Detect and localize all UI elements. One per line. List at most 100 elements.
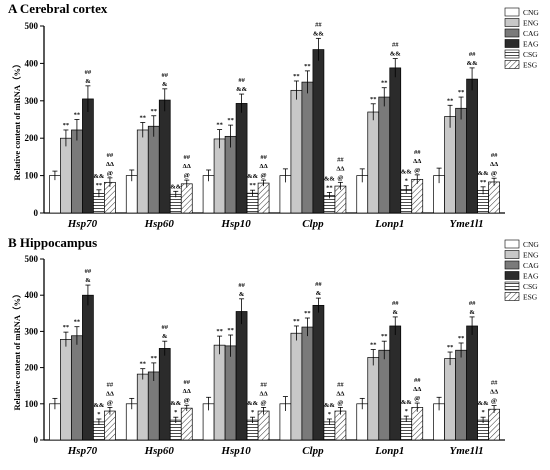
panel-b-bar-esg-hsp60 bbox=[180, 407, 193, 441]
panel-b-significance-mark: ## bbox=[392, 300, 399, 307]
panel-a-bar-eag-lonp1 bbox=[389, 67, 402, 214]
panel-a-bar-cag-hsp60 bbox=[147, 125, 160, 214]
panel-b-significance-mark: ** bbox=[381, 333, 388, 340]
panel-b-bar-eag-hsp70 bbox=[82, 294, 94, 441]
panel-b-category-label: Hsp70 bbox=[67, 445, 98, 457]
panel-a-significance-mark: ** bbox=[326, 184, 333, 191]
panel-a-significance-mark: @ bbox=[414, 167, 420, 174]
panel-a-bar-cag-lonp1 bbox=[378, 96, 391, 214]
panel-a-significance-mark: ## bbox=[184, 154, 191, 161]
panel-b-legend-label-cag: CAG bbox=[523, 261, 539, 270]
panel-b-y-tick-label: 100 bbox=[25, 399, 39, 409]
panel-b-significance-mark: && bbox=[93, 402, 104, 409]
panel-a-y-tick-label: 200 bbox=[25, 133, 39, 143]
panel-a-bar-eng-lonp1 bbox=[367, 111, 380, 214]
panel-a-significance-mark: @ bbox=[184, 172, 190, 179]
panel-b-significance-mark: ** bbox=[227, 327, 234, 334]
panel-b-significance-mark: ## bbox=[162, 324, 169, 331]
panel-b-legend-label-esg: ESG bbox=[523, 293, 538, 302]
panel-a-significance-mark: ** bbox=[458, 89, 465, 96]
panel-b-bar-eag-hsp10 bbox=[235, 311, 248, 441]
panel-a-significance-mark: ΔΔ bbox=[106, 161, 114, 168]
panel-a-bar-eag-yme1l1 bbox=[466, 78, 478, 214]
panel-a-significance-mark: & bbox=[85, 78, 91, 85]
panel-a-category-label: Lonp1 bbox=[374, 218, 404, 230]
panel-b-bar-eng-hsp60 bbox=[136, 373, 149, 441]
panel-b-significance-mark: ΔΔ bbox=[260, 390, 268, 397]
panel-b-significance-mark: && bbox=[247, 400, 258, 407]
panel-b-significance-mark: && bbox=[324, 402, 335, 409]
panel-b-category-label: Hsp10 bbox=[220, 445, 251, 457]
panel-a-legend-label-csg: CSG bbox=[523, 50, 538, 59]
panel-b-significance-mark: ** bbox=[458, 335, 465, 342]
panel-a-bar-cag-clpp bbox=[301, 81, 314, 214]
panel-b-significance-mark: ** bbox=[370, 342, 377, 349]
panel-a-significance-mark: ** bbox=[96, 182, 103, 189]
panel-a-bar-cag-hsp70 bbox=[71, 129, 83, 214]
panel-a-significance-mark: ** bbox=[140, 114, 147, 121]
panel-b-category-label: Clpp bbox=[302, 445, 324, 457]
panel-b-significance-mark: ** bbox=[63, 324, 70, 331]
panel-b-legend-label-eag: EAG bbox=[523, 272, 539, 281]
panel-b-category-label: Yme1l1 bbox=[449, 445, 483, 457]
panel-b-significance-mark: & bbox=[469, 309, 475, 316]
panel-a: A Cerebral cortex Relative content of mR… bbox=[8, 1, 539, 230]
panel-a-significance-mark: ** bbox=[447, 97, 454, 104]
panel-b-y-tick-label: 400 bbox=[25, 290, 39, 300]
panel-b-legend-label-cng: CNG bbox=[523, 240, 539, 249]
panel-a-significance-mark: ** bbox=[249, 182, 256, 189]
panel-a-significance-mark: ## bbox=[238, 77, 245, 84]
panel-b-significance-mark: ## bbox=[260, 381, 267, 388]
panel-a-bar-esg-hsp10 bbox=[257, 182, 270, 214]
panel-b-significance-mark: ** bbox=[140, 361, 147, 368]
panel-b-bar-cag-yme1l1 bbox=[455, 349, 467, 441]
panel-b-significance-mark: @ bbox=[491, 398, 497, 405]
panel-a-legend-swatch-csg bbox=[504, 49, 520, 59]
panel-a-legend-swatch-cng bbox=[504, 7, 520, 17]
panel-b-significance-mark: ΔΔ bbox=[106, 390, 114, 397]
panel-b-significance-mark: ΔΔ bbox=[336, 390, 344, 397]
panel-b-significance-mark: @ bbox=[261, 399, 267, 406]
panel-a-bar-eng-hsp60 bbox=[136, 129, 149, 214]
panel-a-significance-mark: ** bbox=[151, 108, 158, 115]
panel-b-category-label: Lonp1 bbox=[374, 445, 404, 457]
panel-b-bar-eng-hsp10 bbox=[213, 344, 226, 441]
panel-a-category-label: Hsp10 bbox=[220, 218, 251, 230]
panel-b-significance-mark: ** bbox=[74, 319, 81, 326]
panel-b-significance-mark: ## bbox=[414, 377, 421, 384]
panel-a-category-label: Yme1l1 bbox=[449, 218, 483, 230]
panel-a-bar-eag-hsp70 bbox=[82, 98, 94, 214]
panel-b-legend-label-eng: ENG bbox=[523, 251, 539, 260]
panel-b-bar-eng-yme1l1 bbox=[444, 358, 456, 441]
panel-b-bar-eag-clpp bbox=[312, 304, 325, 441]
panel-b-significance-mark: @ bbox=[414, 395, 420, 402]
panel-b-bar-eag-hsp60 bbox=[158, 348, 171, 441]
panel-b-significance-mark: @ bbox=[107, 399, 113, 406]
panel-a-bar-cng-hsp70 bbox=[49, 175, 61, 214]
panel-a-significance-mark: ** bbox=[381, 80, 388, 87]
panel-b-y-tick-label: 0 bbox=[34, 435, 39, 445]
panel-a-significance-mark: ** bbox=[370, 96, 377, 103]
panel-b-significance-mark: * bbox=[405, 408, 408, 415]
panel-b-bar-cag-clpp bbox=[301, 326, 314, 441]
panel-a-category-label: Clpp bbox=[302, 218, 324, 230]
panel-b-y-tick-label: 300 bbox=[25, 326, 39, 336]
panel-a-bar-esg-hsp70 bbox=[104, 181, 116, 214]
panel-b-significance-mark: && bbox=[478, 400, 489, 407]
panel-b-category-label: Hsp60 bbox=[144, 445, 175, 457]
panel-a-significance-mark: && bbox=[324, 175, 335, 182]
panel-b-bar-esg-hsp10 bbox=[257, 410, 270, 441]
panel-b-significance-mark: & bbox=[316, 290, 322, 297]
panel-b-title: B Hippocampus bbox=[8, 235, 97, 250]
panel-b-significance-mark: ** bbox=[447, 344, 454, 351]
panel-a-title: A Cerebral cortex bbox=[8, 1, 108, 16]
panel-b-bar-csg-yme1l1 bbox=[477, 419, 489, 441]
panel-b-significance-mark: * bbox=[97, 411, 100, 418]
panel-a-significance-mark: & bbox=[162, 81, 168, 88]
panel-a-significance-mark: @ bbox=[337, 174, 343, 181]
panel-b-significance-mark: ## bbox=[107, 381, 114, 388]
panel-a-legend-label-eag: EAG bbox=[523, 40, 539, 49]
panel-b-significance-mark: && bbox=[170, 400, 181, 407]
